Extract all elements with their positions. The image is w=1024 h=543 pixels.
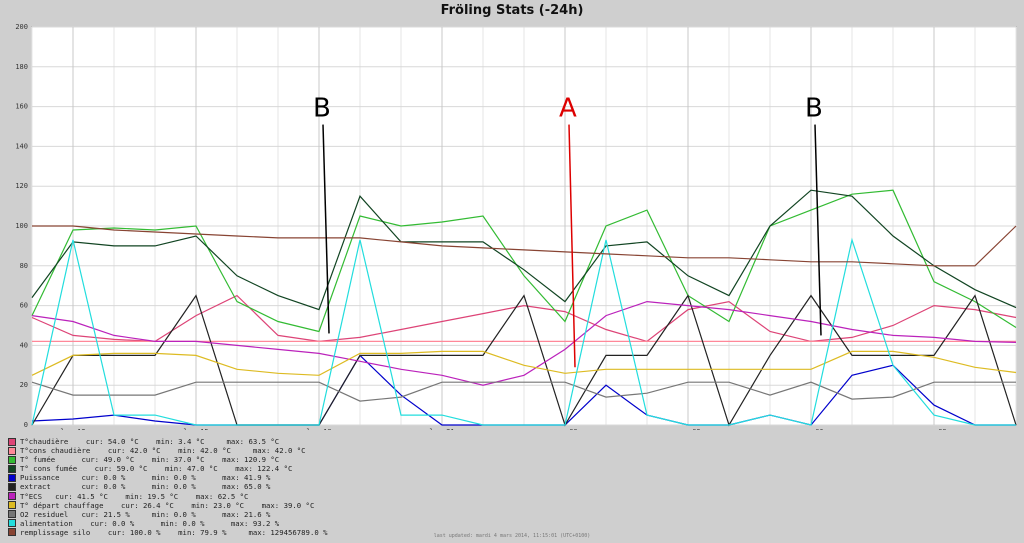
series-line <box>31 189 1017 333</box>
legend-label: remplissage silo cur: 100.0 % min: 79.9 … <box>20 527 328 537</box>
legend-label: T° cons fumée cur: 59.0 °C min: 47.0 °C … <box>20 464 293 474</box>
x-tick-label: lun.18 <box>306 428 331 430</box>
series-line <box>32 225 1017 267</box>
annotation-arrow <box>814 124 822 336</box>
legend-entry: T°cons chaudière cur: 42.0 °C min: 42.0 … <box>8 446 328 455</box>
series-line <box>31 381 1016 402</box>
legend-entry: O2 residuel cur: 21.5 % min: 0.0 % max: … <box>8 510 328 519</box>
legend-label: extract cur: 0.0 % min: 0.0 % max: 65.0 … <box>20 482 271 492</box>
y-tick-label: 20 <box>20 381 28 389</box>
legend-entry: extract cur: 0.0 % min: 0.0 % max: 65.0 … <box>8 482 328 491</box>
line-chart: 0 20 40 60 80 100 120 140 160 180 200 lun.12 lun.15 l… <box>15 23 1017 430</box>
legend-swatch <box>8 528 16 537</box>
legend-swatch <box>8 483 16 492</box>
x-tick-label: mar.09 <box>921 428 946 430</box>
chart-title: Fröling Stats (-24h) <box>440 3 584 18</box>
annotation-label: B <box>313 94 331 124</box>
legend-swatch <box>8 473 16 482</box>
legend-label: T°cons chaudière cur: 42.0 °C min: 42.0 … <box>20 446 306 456</box>
legend-label: T°chaudière cur: 54.0 °C min: 3.4 °C max… <box>20 437 280 446</box>
y-tick-label: 160 <box>15 103 28 111</box>
y-tick-label: 180 <box>15 63 28 71</box>
legend-entry: Puissance cur: 0.0 % min: 0.0 % max: 41.… <box>8 473 328 482</box>
series-line <box>31 294 1017 343</box>
legend-label: T° départ chauffage cur: 26.4 °C min: 23… <box>20 500 315 510</box>
legend-swatch <box>8 510 16 519</box>
series-line <box>31 189 1017 311</box>
y-tick-label: 120 <box>15 182 28 190</box>
y-tick-label: 100 <box>15 222 28 230</box>
y-tick-label: 0 <box>24 421 28 429</box>
x-tick-label: mar.06 <box>798 428 823 430</box>
series-line <box>31 237 1016 426</box>
legend-swatch <box>8 464 16 473</box>
y-tick-label: 40 <box>20 341 28 349</box>
series-line <box>31 350 1017 376</box>
last-updated-footer: last updated: mardi 4 mars 2014, 11:15:0… <box>433 533 591 539</box>
legend-entry: remplissage silo cur: 100.0 % min: 79.9 … <box>8 528 328 537</box>
series-line <box>31 294 1017 427</box>
x-tick-label: mar.00 <box>552 428 577 430</box>
x-tick-label: lun.12 <box>60 428 85 430</box>
y-tick-label: 200 <box>15 23 28 31</box>
x-tick-label: lun.15 <box>183 428 208 430</box>
legend-swatch <box>8 455 16 464</box>
legend-label: T°ECS cur: 41.5 °C min: 19.5 °C max: 62.… <box>20 491 249 501</box>
legend-swatch <box>8 501 16 510</box>
annotation-label: A <box>559 94 577 124</box>
series-line <box>31 300 1017 386</box>
chart-legend: T°chaudière cur: 54.0 °C min: 3.4 °C max… <box>8 437 328 537</box>
legend-label: alimentation cur: 0.0 % min: 0.0 % max: … <box>20 518 280 528</box>
annotation-label: B <box>805 94 823 124</box>
legend-swatch <box>8 437 16 446</box>
y-tick-label: 60 <box>20 302 28 310</box>
legend-entry: T°ECS cur: 41.5 °C min: 19.5 °C max: 62.… <box>8 492 328 501</box>
legend-entry: T° cons fumée cur: 59.0 °C min: 47.0 °C … <box>8 464 328 473</box>
legend-entry: T° fumée cur: 49.0 °C min: 37.0 °C max: … <box>8 455 328 464</box>
legend-entry: T° départ chauffage cur: 26.4 °C min: 23… <box>8 501 328 510</box>
annotation-arrow <box>322 124 330 334</box>
legend-label: O2 residuel cur: 21.5 % min: 0.0 % max: … <box>20 509 271 519</box>
y-tick-label: 80 <box>20 262 28 270</box>
y-tick-label: 140 <box>15 142 28 150</box>
legend-swatch <box>8 446 16 455</box>
legend-swatch <box>8 492 16 501</box>
x-tick-label: lun.21 <box>429 428 454 430</box>
legend-swatch <box>8 519 16 528</box>
legend-label: T° fumée cur: 49.0 °C min: 37.0 °C max: … <box>20 455 280 465</box>
legend-entry: T°chaudière cur: 54.0 °C min: 3.4 °C max… <box>8 437 328 446</box>
x-tick-label: mar.03 <box>675 428 700 430</box>
legend-entry: alimentation cur: 0.0 % min: 0.0 % max: … <box>8 519 328 528</box>
annotation-arrow <box>568 124 576 368</box>
legend-label: Puissance cur: 0.0 % min: 0.0 % max: 41.… <box>20 473 271 483</box>
